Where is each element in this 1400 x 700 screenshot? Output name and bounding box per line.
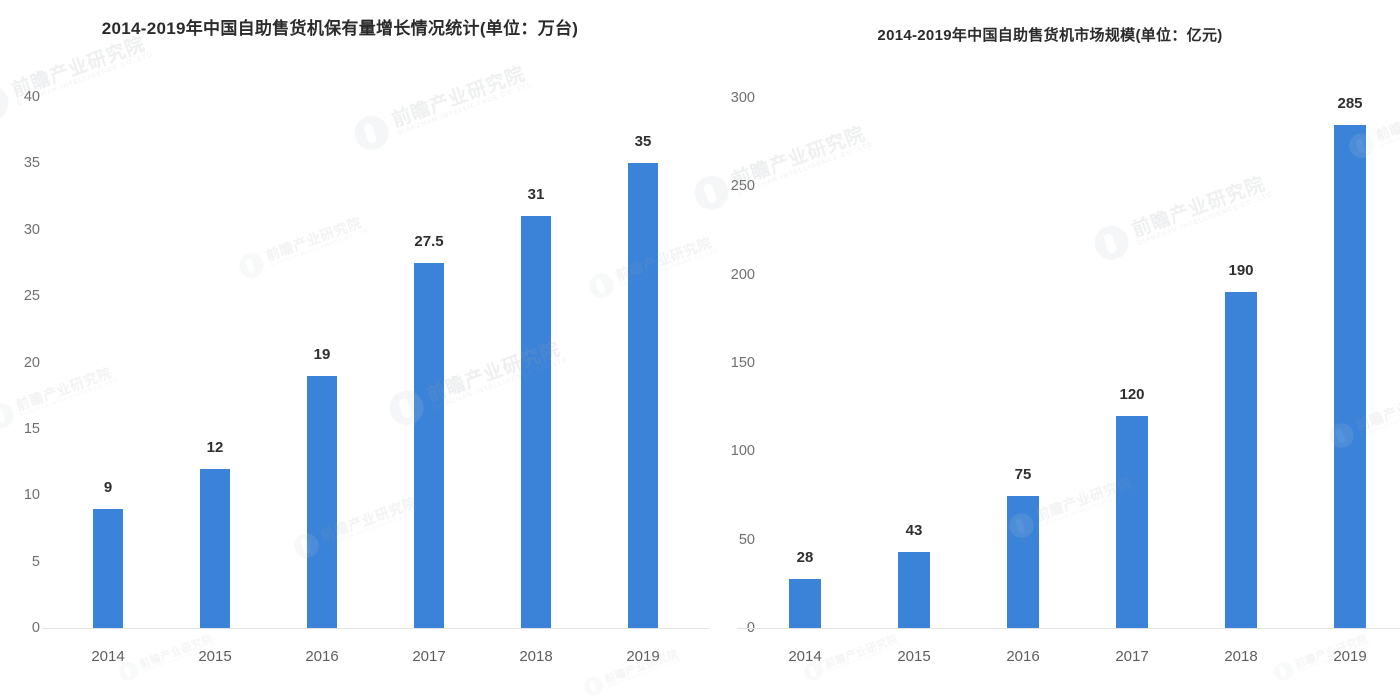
y-axis-tick-label: 300 <box>730 90 755 106</box>
bar[interactable] <box>414 262 444 628</box>
bar-value-label: 35 <box>634 133 652 151</box>
bar-value-label: 27.5 <box>414 232 444 250</box>
y-axis-tick-label: 100 <box>730 443 755 460</box>
x-axis-tick-label: 2016 <box>1006 648 1040 665</box>
y-axis-tick-label: 0 <box>31 620 40 636</box>
bar-value-label: 75 <box>1014 465 1032 483</box>
bar[interactable] <box>1225 292 1257 628</box>
x-axis-tick-label: 2018 <box>1224 648 1258 665</box>
chart-title: 2014-2019年中国自助售货机市场规模(单位：亿元) <box>877 27 1223 44</box>
x-axis-tick-label: 2015 <box>897 648 931 665</box>
bar-value-label: 9 <box>103 478 113 496</box>
chart-panel-market-size: 2014-2019年中国自助售货机市场规模(单位：亿元) 0 50 100 150 20… <box>700 0 1400 700</box>
plot-area: 0 5 10 15 20 25 30 35 40 9 2014 12 2015 19 2016 27.5 201… <box>23 89 710 665</box>
x-axis-tick-label: 2016 <box>305 648 339 665</box>
y-axis-tick-label: 250 <box>730 178 755 195</box>
bar[interactable] <box>93 508 123 628</box>
x-axis-tick-label: 2015 <box>198 648 232 665</box>
y-axis-tick-label: 25 <box>23 288 40 305</box>
x-axis-tick-label: 2017 <box>1115 648 1149 665</box>
bar[interactable] <box>1007 495 1039 628</box>
bar-value-label: 190 <box>1228 262 1254 280</box>
bar[interactable] <box>789 578 821 628</box>
y-axis-tick-label: 150 <box>730 355 755 371</box>
y-axis-tick-label: 10 <box>23 487 40 504</box>
bar-value-label: 120 <box>1119 386 1145 403</box>
bar[interactable] <box>307 375 337 628</box>
x-axis-tick-label: 2019 <box>626 648 660 665</box>
chart-panel-holdings: 2014-2019年中国自助售货机保有量增长情况统计(单位：万台) 0 5 10 15… <box>23 19 710 665</box>
x-axis-line <box>41 628 710 629</box>
bar-value-label: 43 <box>905 522 923 540</box>
y-axis-tick-label: 30 <box>23 221 40 238</box>
bar-value-label: 285 <box>1337 94 1363 112</box>
y-axis-tick-label: 50 <box>738 531 755 548</box>
x-axis-tick-label: 2017 <box>412 648 446 665</box>
bar-value-label: 31 <box>527 186 545 204</box>
x-axis-tick-label: 2014 <box>788 648 822 665</box>
x-axis-tick-label: 2019 <box>1333 648 1367 665</box>
bar[interactable] <box>898 552 930 628</box>
bar-value-label: 28 <box>796 548 814 566</box>
y-axis-tick-label: 15 <box>23 420 40 437</box>
bar-value-label: 12 <box>206 438 224 456</box>
y-axis-tick-label: 35 <box>23 155 40 172</box>
bar[interactable] <box>521 216 551 628</box>
bar[interactable] <box>200 468 230 628</box>
bar[interactable] <box>1116 416 1148 628</box>
y-axis-tick-label: 200 <box>730 266 755 283</box>
bar-value-label: 19 <box>313 345 331 363</box>
y-axis-tick-label: 40 <box>23 89 40 105</box>
y-axis-tick-label: 5 <box>31 553 40 570</box>
x-axis-tick-label: 2014 <box>91 648 125 665</box>
bar[interactable] <box>1334 124 1366 628</box>
x-axis-line <box>737 628 1400 629</box>
plot-area: 0 50 100 150 200 250 300 28 2014 43 2015 75 2016 120 2… <box>700 0 1400 700</box>
y-axis-tick-label: 20 <box>23 354 40 371</box>
bar[interactable] <box>628 163 658 628</box>
x-axis-tick-label: 2018 <box>519 648 553 665</box>
chart-title: 2014-2019年中国自助售货机保有量增长情况统计(单位：万台) <box>101 19 579 38</box>
